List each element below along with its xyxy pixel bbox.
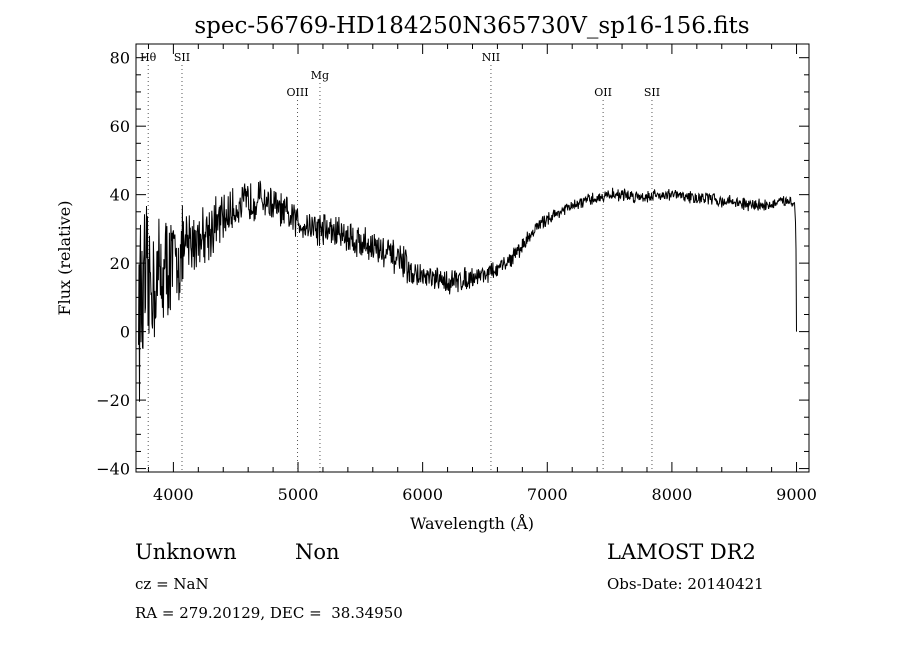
x-tick-label: 6000 (402, 485, 443, 504)
redshift-readout: cz = NaN (135, 575, 209, 593)
x-tick-label: 4000 (153, 485, 194, 504)
y-tick-label: 80 (110, 49, 130, 68)
object-subclass: Non (295, 540, 340, 564)
y-tick-label: 20 (110, 254, 130, 273)
y-tick-label: 60 (110, 117, 130, 136)
x-tick-label: 5000 (278, 485, 319, 504)
spectrum-line (138, 180, 797, 402)
x-tick-label: 8000 (652, 485, 693, 504)
x-axis-label: Wavelength (Å) (410, 513, 534, 533)
spectral-line-label: OIII (286, 86, 308, 99)
spectral-line-label: Hθ (140, 51, 157, 64)
y-tick-label: 0 (120, 323, 130, 342)
spectral-line-label: NII (482, 51, 500, 64)
x-tick-label: 9000 (776, 485, 817, 504)
x-tick-label: 7000 (527, 485, 568, 504)
y-axis-label: Flux (relative) (55, 201, 74, 316)
y-tick-label: −20 (96, 391, 130, 410)
axis-ticks: 4000 5000 6000 7000 8000 9000 −40 −20 0 20 40 60 80 (96, 44, 817, 504)
plot-frame (135, 43, 810, 473)
spectral-line-label: SII (644, 86, 660, 99)
spectral-line-label: SII (174, 51, 190, 64)
obs-date: Obs-Date: 20140421 (607, 575, 764, 593)
chart-title: spec-56769-HD184250N365730V_sp16-156.fit… (194, 13, 749, 39)
y-tick-label: 40 (110, 186, 130, 205)
survey-name: LAMOST DR2 (607, 540, 756, 564)
spectral-line-label: OII (594, 86, 612, 99)
y-tick-label: −40 (96, 460, 130, 479)
coordinates: RA = 279.20129, DEC = 38.34950 (135, 604, 403, 622)
spectral-line-label: Mg (311, 69, 329, 82)
object-class: Unknown (135, 540, 237, 564)
